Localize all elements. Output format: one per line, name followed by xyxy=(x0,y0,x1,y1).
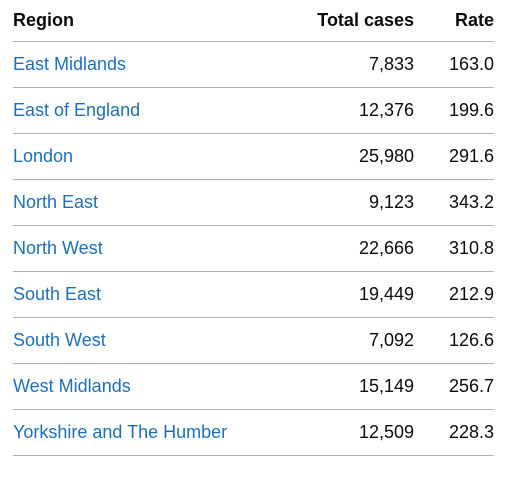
region-link[interactable]: West Midlands xyxy=(13,376,131,396)
table-row: North East 9,123 343.2 xyxy=(13,179,494,226)
total-cases-cell: 7,092 xyxy=(289,317,414,364)
header-row: Region Total cases Rate xyxy=(13,0,494,42)
rate-cell: 199.6 xyxy=(414,87,494,134)
region-link[interactable]: East Midlands xyxy=(13,54,127,74)
region-cell: Yorkshire and The Humber xyxy=(13,409,289,456)
region-cell: West Midlands xyxy=(13,363,289,410)
cases-by-region-table-container: Region Total cases Rate East Midlands 7,… xyxy=(13,0,494,456)
region-link[interactable]: Yorkshire and The Humber xyxy=(13,422,228,442)
rate-cell: 343.2 xyxy=(414,179,494,226)
total-cases-cell: 15,149 xyxy=(289,363,414,410)
table-header: Region Total cases Rate xyxy=(13,0,494,42)
total-cases-cell: 7,833 xyxy=(289,41,414,88)
rate-cell: 256.7 xyxy=(414,363,494,410)
rate-cell: 163.0 xyxy=(414,41,494,88)
region-link[interactable]: East of England xyxy=(13,100,141,120)
header-rate: Rate xyxy=(414,0,494,42)
rate-cell: 291.6 xyxy=(414,133,494,180)
rate-cell: 228.3 xyxy=(414,409,494,456)
region-link[interactable]: North East xyxy=(13,192,99,212)
total-cases-cell: 12,509 xyxy=(289,409,414,456)
rate-cell: 310.8 xyxy=(414,225,494,272)
total-cases-cell: 25,980 xyxy=(289,133,414,180)
region-link[interactable]: South West xyxy=(13,330,106,350)
region-link[interactable]: South East xyxy=(13,284,102,304)
table-body: East Midlands 7,833 163.0 East of Englan… xyxy=(13,41,494,456)
header-region: Region xyxy=(13,0,289,42)
table-row: East Midlands 7,833 163.0 xyxy=(13,41,494,88)
table-row: London 25,980 291.6 xyxy=(13,133,494,180)
region-cell: South West xyxy=(13,317,289,364)
table-row: South East 19,449 212.9 xyxy=(13,271,494,318)
header-total-cases: Total cases xyxy=(289,0,414,42)
table-row: West Midlands 15,149 256.7 xyxy=(13,363,494,410)
region-cell: North East xyxy=(13,179,289,226)
region-link[interactable]: London xyxy=(13,146,74,166)
region-cell: London xyxy=(13,133,289,180)
region-cell: North West xyxy=(13,225,289,272)
region-link[interactable]: North West xyxy=(13,238,103,258)
total-cases-cell: 9,123 xyxy=(289,179,414,226)
total-cases-cell: 19,449 xyxy=(289,271,414,318)
cases-by-region-table: Region Total cases Rate East Midlands 7,… xyxy=(13,0,494,456)
rate-cell: 126.6 xyxy=(414,317,494,364)
rate-cell: 212.9 xyxy=(414,271,494,318)
table-row: South West 7,092 126.6 xyxy=(13,317,494,364)
region-cell: South East xyxy=(13,271,289,318)
table-row: Yorkshire and The Humber 12,509 228.3 xyxy=(13,409,494,456)
region-cell: East Midlands xyxy=(13,41,289,88)
total-cases-cell: 12,376 xyxy=(289,87,414,134)
table-row: East of England 12,376 199.6 xyxy=(13,87,494,134)
table-row: North West 22,666 310.8 xyxy=(13,225,494,272)
region-cell: East of England xyxy=(13,87,289,134)
total-cases-cell: 22,666 xyxy=(289,225,414,272)
